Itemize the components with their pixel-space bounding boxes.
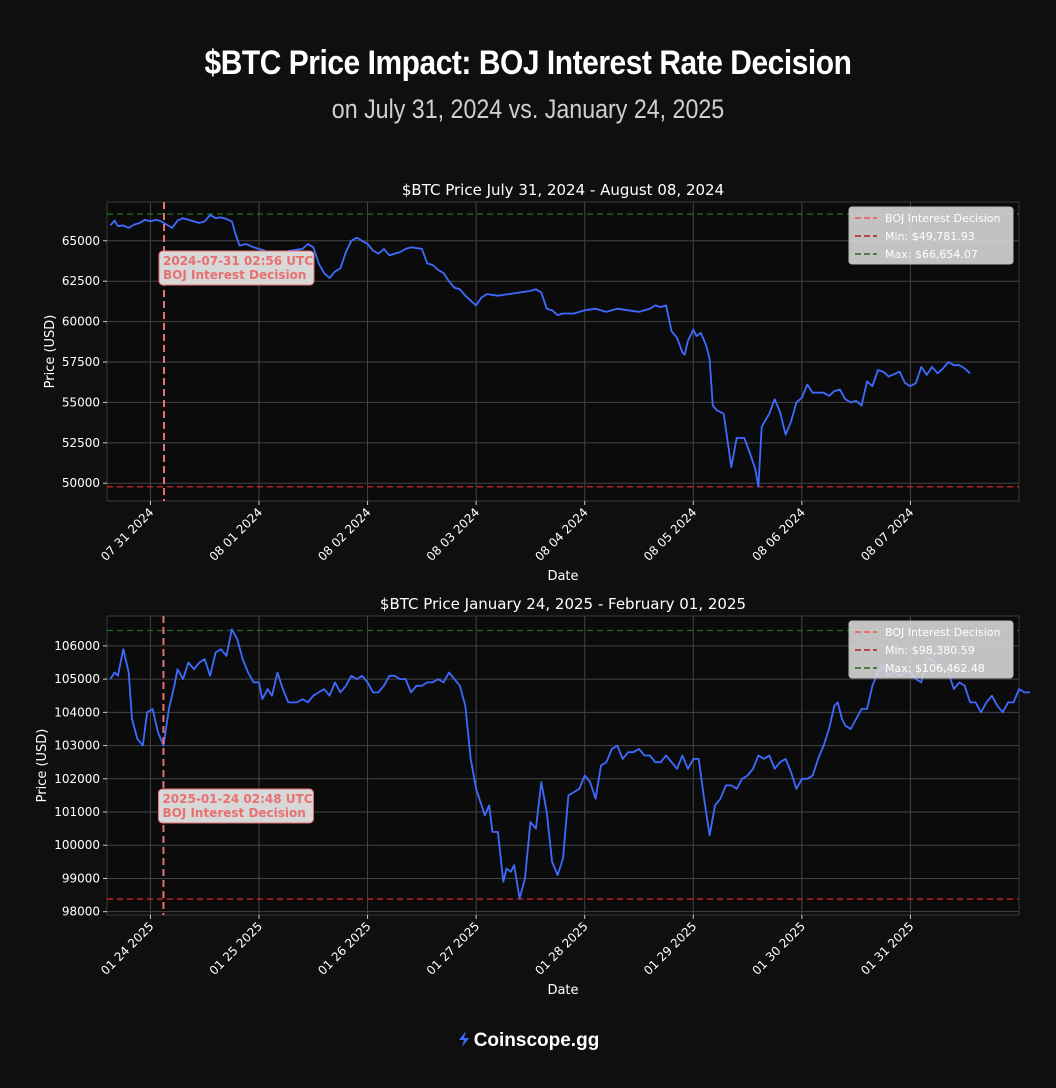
chart-panel-1: 50000 52500 55000 57500 60000 62500 65000 07 31… <box>43 181 1020 584</box>
legend-entry: BOJ Interest Decision <box>885 626 1000 639</box>
x-tick-label: 01 26 2025 <box>315 919 373 977</box>
coinscope-logo-icon <box>458 1031 469 1047</box>
boj-annotation-label: BOJ Interest Decision <box>163 268 306 282</box>
x-tick-label: 08 07 2024 <box>858 505 916 563</box>
x-tick-label: 08 05 2024 <box>641 505 699 563</box>
main-title: $BTC Price Impact: BOJ Interest Rate Dec… <box>204 44 852 82</box>
legend-entry: Max: $106,462.48 <box>885 662 985 675</box>
x-tick-label: 01 24 2025 <box>98 919 156 977</box>
x-tick-label: 01 29 2025 <box>641 919 699 977</box>
chart-title: $BTC Price July 31, 2024 - August 08, 20… <box>402 181 724 199</box>
chart-title: $BTC Price January 24, 2025 - February 0… <box>380 595 746 613</box>
chart-panel-2: 98000 99000 100000 101000 102000 103000 104000… <box>35 595 1030 998</box>
subtitle: on July 31, 2024 vs. January 24, 2025 <box>331 94 725 124</box>
y-tick-label: 102000 <box>54 772 100 786</box>
x-tick-label: 08 04 2024 <box>532 505 590 563</box>
charts-canvas: 50000 52500 55000 57500 60000 62500 65000 07 31… <box>35 181 1030 998</box>
boj-annotation-time: 2024-07-31 02:56 UTC <box>163 254 313 268</box>
x-axis-label: Date <box>547 569 578 584</box>
y-tick-label: 99000 <box>62 871 100 885</box>
price-line <box>109 214 971 488</box>
x-tick-label: 01 28 2025 <box>532 919 590 977</box>
legend-entry: Min: $49,781.93 <box>885 230 975 243</box>
price-line <box>109 628 1030 900</box>
x-tick-label: 01 25 2025 <box>207 919 265 977</box>
y-tick-label: 105000 <box>54 672 100 686</box>
legend-entry: Max: $66,654.07 <box>885 248 978 261</box>
y-tick-label: 101000 <box>54 805 100 819</box>
x-tick-label: 08 03 2024 <box>424 505 482 563</box>
y-tick-label: 52500 <box>62 436 100 450</box>
x-tick-label: 08 02 2024 <box>315 505 373 563</box>
y-tick-label: 57500 <box>62 355 100 369</box>
legend-box <box>848 620 1014 679</box>
x-tick-label: 01 31 2025 <box>858 919 916 977</box>
y-tick-label: 106000 <box>54 639 100 653</box>
boj-annotation-label: BOJ Interest Decision <box>162 806 305 820</box>
legend-entry: BOJ Interest Decision <box>885 212 1000 225</box>
legend-entry: Min: $98,380.59 <box>885 644 975 657</box>
y-tick-label: 60000 <box>62 315 100 329</box>
brand-logo: Coinscope.gg <box>0 1030 1056 1052</box>
y-tick-label: 104000 <box>54 705 100 719</box>
y-tick-label: 103000 <box>54 739 100 753</box>
boj-annotation-box <box>157 788 314 824</box>
x-tick-label: 01 30 2025 <box>749 919 807 977</box>
y-tick-label: 65000 <box>62 234 100 248</box>
boj-annotation-box <box>158 250 315 286</box>
brand-text: Coinscope.gg <box>473 1030 600 1051</box>
y-tick-label: 100000 <box>54 838 100 852</box>
y-tick-label: 98000 <box>62 905 100 919</box>
y-axis-label: Price (USD) <box>43 315 58 389</box>
y-tick-label: 55000 <box>62 395 100 409</box>
y-tick-label: 50000 <box>62 476 100 490</box>
x-tick-label: 08 01 2024 <box>207 505 265 563</box>
legend-box <box>848 206 1014 265</box>
y-axis-label: Price (USD) <box>35 729 50 803</box>
x-tick-label: 08 06 2024 <box>749 505 807 563</box>
x-tick-label: 07 31 2024 <box>98 505 156 563</box>
y-tick-label: 62500 <box>62 274 100 288</box>
x-axis-label: Date <box>547 983 578 998</box>
x-tick-label: 01 27 2025 <box>424 919 482 977</box>
boj-annotation-time: 2025-01-24 02:48 UTC <box>162 792 312 806</box>
